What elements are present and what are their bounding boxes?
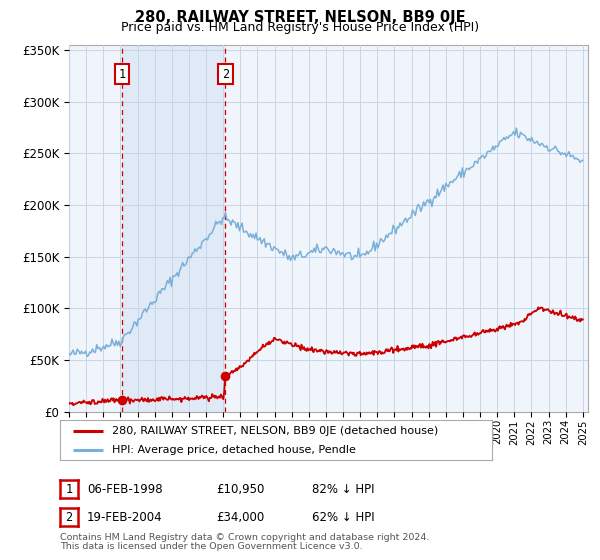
Text: HPI: Average price, detached house, Pendle: HPI: Average price, detached house, Pend… — [112, 445, 356, 455]
Bar — [122, 45, 225, 412]
Text: 06-FEB-1998: 06-FEB-1998 — [87, 483, 163, 496]
Text: 82% ↓ HPI: 82% ↓ HPI — [312, 483, 374, 496]
Text: 19-FEB-2004: 19-FEB-2004 — [87, 511, 163, 524]
Text: 2: 2 — [221, 68, 229, 81]
Text: This data is licensed under the Open Government Licence v3.0.: This data is licensed under the Open Gov… — [60, 542, 362, 551]
Text: Price paid vs. HM Land Registry's House Price Index (HPI): Price paid vs. HM Land Registry's House … — [121, 21, 479, 34]
Text: 280, RAILWAY STREET, NELSON, BB9 0JE (detached house): 280, RAILWAY STREET, NELSON, BB9 0JE (de… — [112, 426, 438, 436]
Text: 1: 1 — [65, 483, 73, 496]
Text: 1: 1 — [118, 68, 125, 81]
Text: 2: 2 — [65, 511, 73, 524]
Text: 280, RAILWAY STREET, NELSON, BB9 0JE: 280, RAILWAY STREET, NELSON, BB9 0JE — [134, 10, 466, 25]
Text: £34,000: £34,000 — [216, 511, 264, 524]
Text: Contains HM Land Registry data © Crown copyright and database right 2024.: Contains HM Land Registry data © Crown c… — [60, 533, 430, 542]
Text: £10,950: £10,950 — [216, 483, 265, 496]
Text: 62% ↓ HPI: 62% ↓ HPI — [312, 511, 374, 524]
